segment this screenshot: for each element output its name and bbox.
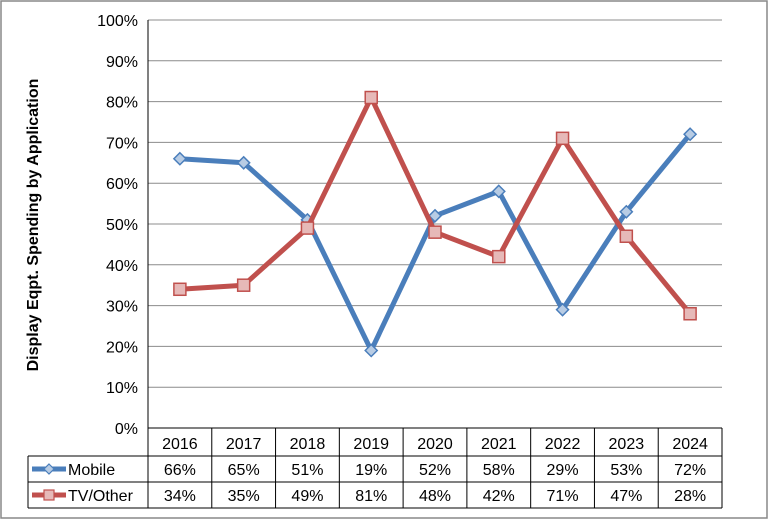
- x-category-label: 2020: [417, 436, 453, 453]
- y-tick-label: 60%: [106, 176, 138, 193]
- data-label: 58%: [483, 462, 515, 479]
- data-point: [173, 282, 187, 297]
- data-label: 28%: [674, 488, 706, 505]
- data-label: 29%: [547, 462, 579, 479]
- data-point: [172, 151, 187, 166]
- data-label: 47%: [610, 488, 642, 505]
- data-point: [619, 229, 634, 243]
- x-category-label: 2018: [290, 436, 326, 453]
- x-category-label: 2024: [672, 436, 708, 453]
- data-point: [236, 155, 251, 170]
- series-lines: [172, 90, 698, 358]
- y-tick-label: 70%: [106, 135, 138, 152]
- data-label: 66%: [164, 462, 196, 479]
- data-point: [555, 302, 570, 317]
- data-label: 81%: [355, 488, 387, 505]
- y-tick-label: 10%: [106, 380, 138, 397]
- legend-series-name: Mobile: [68, 462, 115, 479]
- data-point: [492, 249, 506, 264]
- data-point: [364, 343, 379, 358]
- y-tick-label: 40%: [106, 258, 138, 275]
- data-label: 53%: [610, 462, 642, 479]
- data-label: 42%: [483, 488, 515, 505]
- data-label: 71%: [547, 488, 579, 505]
- data-point: [619, 204, 634, 219]
- data-label: 49%: [291, 488, 323, 505]
- x-category-label: 2017: [226, 436, 262, 453]
- data-point: [683, 127, 698, 142]
- x-category-label: 2019: [353, 436, 389, 453]
- legend-series-name: TV/Other: [68, 488, 134, 505]
- data-label: 34%: [164, 488, 196, 505]
- y-tick-label: 50%: [106, 217, 138, 234]
- data-point: [427, 208, 443, 223]
- y-axis-ticks: 0% 10% 20% 30% 40% 50% 60% 70% 80% 90% 100%: [97, 13, 138, 438]
- data-point: [300, 221, 315, 235]
- x-category-label: 2023: [609, 436, 645, 453]
- legend-key-marker: [43, 463, 55, 475]
- data-label: 52%: [419, 462, 451, 479]
- x-category-label: 2021: [481, 436, 517, 453]
- data-label: 35%: [228, 488, 260, 505]
- y-tick-label: 20%: [106, 339, 138, 356]
- data-label: 48%: [419, 488, 451, 505]
- data-point: [491, 184, 506, 199]
- data-label: 72%: [674, 462, 706, 479]
- x-category-label: 2022: [545, 436, 581, 453]
- y-tick-label: 90%: [106, 54, 138, 71]
- data-table: 2016 2017 2018 2019 2020 2021 2022 2023 2024 Mobi…: [27, 427, 723, 509]
- data-point: [236, 278, 251, 292]
- legend-key-marker: [43, 489, 55, 501]
- x-category-label: 2016: [162, 436, 198, 453]
- data-label: 65%: [228, 462, 260, 479]
- data-point: [683, 307, 697, 321]
- y-tick-label: 30%: [106, 299, 138, 316]
- y-tick-label: 80%: [106, 95, 138, 112]
- data-point: [364, 90, 378, 105]
- y-tick-label: 0%: [115, 421, 138, 438]
- data-point: [428, 225, 442, 239]
- y-tick-label: 100%: [97, 13, 138, 30]
- data-label: 19%: [355, 462, 387, 479]
- data-label: 51%: [291, 462, 323, 479]
- data-point: [555, 131, 570, 146]
- y-axis-label: Display Eqpt. Spending by Application: [25, 79, 42, 372]
